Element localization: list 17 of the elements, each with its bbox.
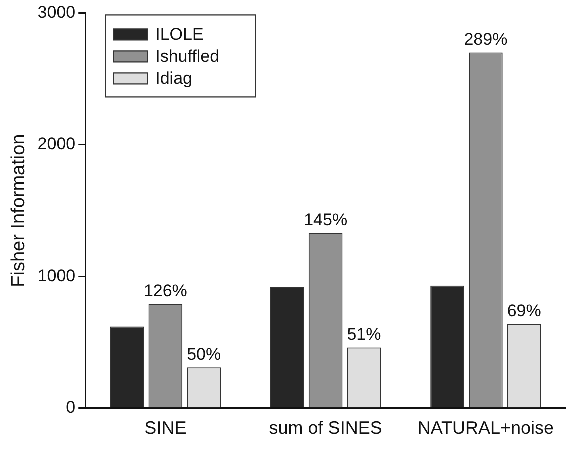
- annotation: 51%: [347, 324, 382, 344]
- annotation: 126%: [144, 282, 188, 301]
- legend-label: Idiag: [156, 68, 192, 88]
- y-tick-label: 1000: [38, 266, 76, 286]
- y-tick-label: 0: [66, 398, 76, 418]
- annotation: 145%: [304, 210, 348, 230]
- annotation: 69%: [507, 301, 542, 320]
- annotation: 289%: [464, 30, 508, 49]
- y-tick-label: 3000: [38, 2, 76, 22]
- y-tick-label: 2000: [38, 134, 76, 154]
- legend-label: ILOLE: [156, 24, 204, 44]
- x-tick-label: sum of SINES: [269, 418, 382, 438]
- legend-label: Ishuffled: [156, 46, 220, 66]
- annotation: 50%: [187, 344, 222, 364]
- x-tick-label: SINE: [144, 418, 187, 438]
- x-tick-label: NATURAL+noise: [418, 418, 554, 438]
- y-axis-title: Fisher Information: [8, 134, 30, 288]
